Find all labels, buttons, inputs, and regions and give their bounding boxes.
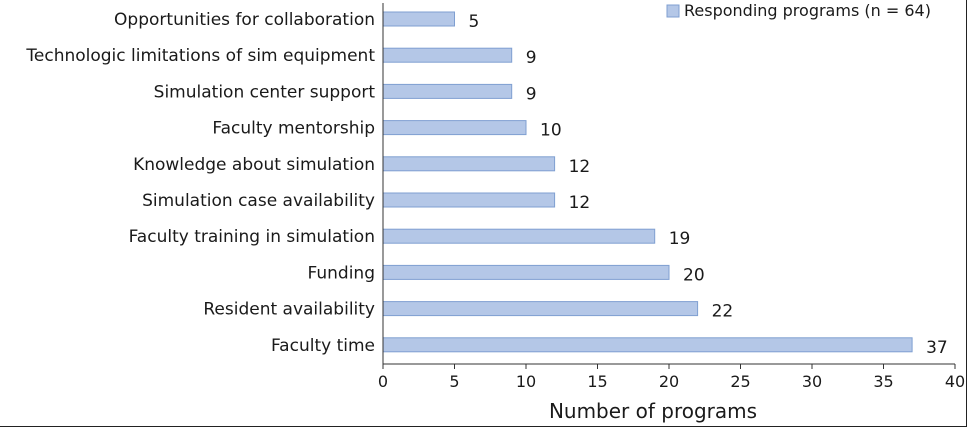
- bar-3: [382, 83, 513, 99]
- bar-9: [382, 301, 699, 317]
- value-label-7: 19: [669, 229, 691, 249]
- bar-2: [382, 47, 513, 63]
- x-tick-label-25: 25: [730, 372, 750, 391]
- category-label-6: Simulation case availability: [142, 191, 375, 211]
- bar-5: [382, 156, 556, 172]
- value-label-9: 22: [712, 302, 734, 322]
- bar-7: [382, 228, 656, 244]
- x-tick-label-30: 30: [802, 372, 822, 391]
- category-label-4: Faculty mentorship: [212, 119, 375, 139]
- bar-10: [382, 337, 913, 353]
- bar-8: [382, 264, 670, 280]
- x-axis-title: Number of programs: [549, 399, 757, 423]
- x-tick-label-5: 5: [449, 372, 459, 391]
- x-ticks-group: 0 5 10 15 20 25 30 35 40: [378, 364, 965, 391]
- x-tick-label-15: 15: [587, 372, 607, 391]
- value-label-4: 10: [540, 121, 562, 141]
- value-label-1: 5: [469, 12, 480, 32]
- category-labels-group: Opportunities for collaboration Technolog…: [25, 10, 375, 356]
- bar-6: [382, 192, 556, 208]
- bar-1: [382, 11, 455, 27]
- x-tick-label-35: 35: [873, 372, 893, 391]
- value-label-5: 12: [569, 157, 591, 177]
- x-tick-label-40: 40: [945, 372, 965, 391]
- value-label-2: 9: [526, 48, 537, 68]
- x-tick-label-10: 10: [516, 372, 536, 391]
- x-tick-label-0: 0: [378, 372, 388, 391]
- x-tick-label-20: 20: [659, 372, 679, 391]
- bar-4: [382, 120, 527, 136]
- category-label-2: Technologic limitations of sim equipment: [25, 46, 375, 66]
- category-label-3: Simulation center support: [154, 82, 376, 102]
- value-label-3: 9: [526, 84, 537, 104]
- value-label-8: 20: [683, 265, 705, 285]
- legend: Responding programs (n = 64): [666, 1, 931, 20]
- category-label-9: Resident availability: [203, 300, 375, 320]
- legend-label: Responding programs (n = 64): [684, 1, 931, 20]
- category-label-10: Faculty time: [271, 336, 375, 356]
- legend-swatch: [666, 4, 680, 18]
- value-label-6: 12: [569, 193, 591, 213]
- category-label-5: Knowledge about simulation: [133, 155, 375, 175]
- category-label-1: Opportunities for collaboration: [114, 10, 375, 30]
- category-label-7: Faculty training in simulation: [129, 227, 375, 247]
- value-label-10: 37: [926, 338, 948, 358]
- bars-group: [382, 11, 913, 353]
- category-label-8: Funding: [308, 263, 375, 283]
